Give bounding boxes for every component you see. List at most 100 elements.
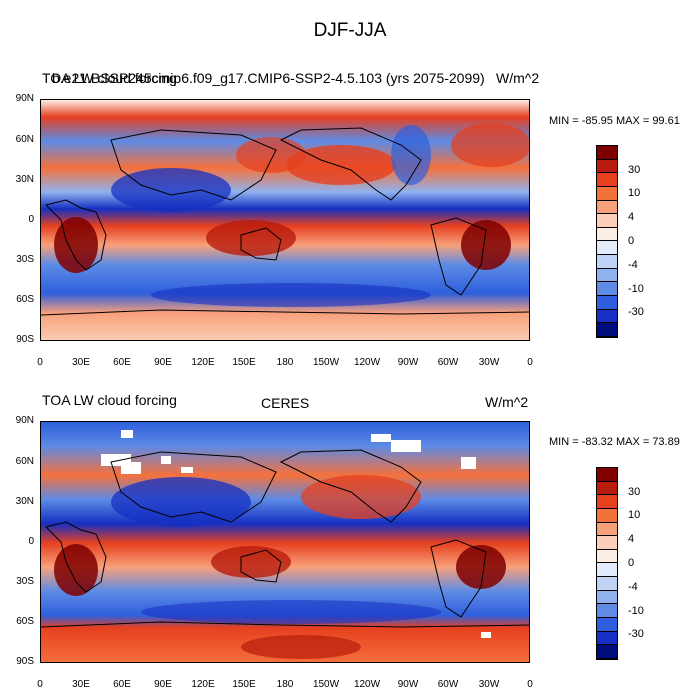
missing-data (101, 430, 491, 638)
lon-tick: 90W (397, 679, 419, 690)
colorbar-label: 4 (628, 533, 635, 545)
lon-tick: 120E (191, 679, 215, 690)
panel-units: W/m^2 (496, 70, 540, 86)
colorbar-label: -30 (628, 306, 644, 318)
lat-tick: 60N (15, 456, 34, 467)
lon-tick: 30E (72, 679, 90, 690)
map-plot-ceres (40, 421, 530, 663)
lat-tick: 90N (15, 415, 34, 426)
panel-center-title: CERES (261, 395, 310, 411)
colorbar-swatch (597, 214, 617, 228)
colorbar-swatch (597, 255, 617, 269)
lon-tick: 30E (72, 357, 90, 368)
colorbar-swatch (597, 159, 617, 174)
colorbar-swatch (597, 186, 617, 201)
colorbar-swatch (597, 468, 617, 482)
lon-tick: 90W (397, 357, 419, 368)
colorbar-swatch (597, 296, 617, 310)
colorbar-swatch (597, 495, 617, 509)
panel-left-title: TOA LW cloud forcing (42, 392, 177, 408)
lat-tick: 30S (16, 576, 34, 587)
contour-map (41, 100, 529, 340)
colorbar-swatch (597, 577, 617, 591)
lon-tick: 60E (113, 679, 131, 690)
lon-tick: 180 (276, 679, 294, 690)
lon-tick: 150E (232, 357, 256, 368)
lat-tick: 30N (15, 174, 34, 185)
colorbar-swatch (597, 590, 617, 605)
lon-tick: 150W (312, 679, 340, 690)
coastlines (41, 127, 529, 316)
lon-tick: 0 (527, 679, 533, 690)
lon-tick: 0 (527, 357, 533, 368)
lon-tick: 30W (478, 679, 500, 690)
lon-tick: 90E (154, 357, 172, 368)
colorbar-swatch (597, 282, 617, 297)
lon-tick: 120W (353, 679, 381, 690)
colorbar-label: -4 (628, 581, 638, 593)
colorbar-swatch (597, 481, 617, 496)
contour-map (41, 422, 529, 662)
lat-tick: 60S (16, 294, 34, 305)
colorbar-swatch (597, 536, 617, 550)
colorbar-swatch (597, 508, 617, 523)
lat-tick: 0 (28, 214, 34, 225)
colorbar-swatch (597, 173, 617, 187)
lon-tick: 120E (191, 357, 215, 368)
anomaly-blobs (54, 123, 529, 307)
colorbar-swatch (597, 146, 617, 160)
colorbar-swatch (597, 549, 617, 564)
lat-tick: 60N (15, 134, 34, 145)
lon-tick: 0 (37, 679, 43, 690)
lat-tick: 30N (15, 496, 34, 507)
lat-tick: 90S (16, 656, 34, 667)
colorbar-swatch (597, 268, 617, 283)
lon-tick: 90E (154, 679, 172, 690)
lat-tick: 90S (16, 334, 34, 345)
colorbar-label: 30 (628, 164, 641, 176)
figure-title: DJF-JJA (313, 20, 387, 41)
colorbar-swatch (597, 309, 617, 324)
map-plot-model (40, 99, 530, 341)
lon-tick: 60E (113, 357, 131, 368)
colorbar-label: -30 (628, 628, 644, 640)
lon-tick: 120W (353, 357, 381, 368)
lon-tick: 150E (232, 679, 256, 690)
colorbar-label: 0 (628, 557, 635, 569)
lon-tick: 30W (478, 357, 500, 368)
colorbar-swatch (597, 323, 617, 337)
lat-tick: 0 (28, 536, 34, 547)
colorbar-label: 30 (628, 486, 641, 498)
anomaly-blobs (54, 475, 506, 659)
lon-tick: 180 (276, 357, 294, 368)
coastlines (41, 449, 529, 628)
colorbar-label: 4 (628, 211, 635, 223)
lon-tick: 60W (437, 679, 459, 690)
colorbar-label: -4 (628, 259, 638, 271)
colorbar-swatch (597, 604, 617, 619)
colorbar-model (596, 145, 618, 338)
colorbar-swatch (597, 563, 617, 578)
lon-tick: 0 (37, 357, 43, 368)
colorbar-ceres (596, 467, 618, 660)
panel-units: W/m^2 (485, 394, 529, 410)
colorbar-swatch (597, 522, 617, 537)
colorbar-swatch (597, 645, 617, 659)
colorbar-swatch (597, 227, 617, 242)
min-max-label: MIN = -83.32 MAX = 73.89 (549, 436, 680, 448)
colorbar-label: 10 (628, 187, 641, 199)
colorbar-swatch (597, 618, 617, 632)
min-max-label: MIN = -85.95 MAX = 99.61 (549, 115, 680, 127)
colorbar-label: 10 (628, 509, 641, 521)
panel-left-title: TOA LW cloud forcing (42, 70, 177, 86)
lat-tick: 30S (16, 254, 34, 265)
lon-tick: 150W (312, 357, 340, 368)
panel-center-title: b.e21.BSSP245cmip6.f09_g17.CMIP6-SSP2-4.… (52, 70, 485, 86)
lat-tick: 90N (15, 93, 34, 104)
colorbar-label: -10 (628, 283, 644, 295)
colorbar-swatch (597, 200, 617, 215)
colorbar-label: -10 (628, 605, 644, 617)
colorbar-swatch (597, 241, 617, 256)
colorbar-swatch (597, 631, 617, 646)
lon-tick: 60W (437, 357, 459, 368)
